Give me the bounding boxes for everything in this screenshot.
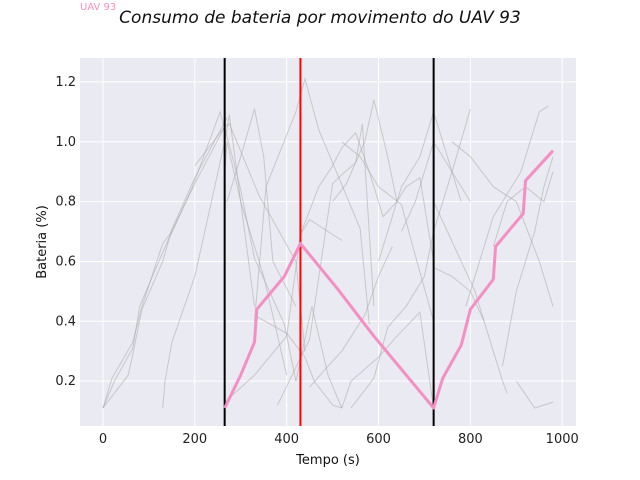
y-tick-label: 0.6 [55, 254, 76, 269]
background-series-21 [451, 141, 554, 307]
background-series-group [102, 77, 554, 409]
background-series-14 [332, 99, 398, 202]
background-series-17 [378, 110, 471, 262]
x-tick-label: 800 [458, 432, 483, 447]
background-series-7 [226, 108, 297, 307]
background-series-22 [465, 105, 549, 307]
x-tick-label: 1000 [546, 432, 579, 447]
x-tick-label: 200 [182, 432, 207, 447]
background-series-13 [309, 246, 393, 388]
background-series-0 [102, 117, 228, 409]
background-series-11 [295, 306, 343, 409]
y-axis-label: Bateria (%) [35, 205, 50, 279]
background-series-5 [224, 141, 288, 376]
background-series-10 [277, 123, 375, 406]
background-series-4 [194, 123, 306, 352]
x-tick-labels: 0 200 400 600 800 1000 [99, 432, 579, 447]
background-series-1 [102, 126, 226, 409]
x-tick-label: 0 [99, 432, 107, 447]
chart-title: Consumo de bateria por movimento do UAV … [119, 8, 521, 28]
highlight-series-line [223, 149, 555, 410]
y-tick-label: 0.4 [55, 314, 76, 329]
y-tick-labels: 0.2 0.4 0.6 0.8 1.0 1.2 [55, 75, 76, 389]
y-tick-label: 0.8 [55, 195, 76, 210]
background-series-16 [350, 108, 471, 409]
highlight-series-group [223, 149, 555, 410]
background-series-9 [254, 77, 370, 325]
background-series-2 [102, 110, 297, 409]
vertical-markers [223, 58, 435, 426]
background-series-24 [502, 156, 554, 367]
x-axis-label: Tempo (s) [295, 453, 360, 468]
x-tick-label: 600 [366, 432, 391, 447]
uav-corner-label: UAV 93 [80, 2, 117, 13]
plot-background [80, 58, 576, 426]
background-series-25 [515, 380, 554, 409]
y-tick-label: 0.2 [55, 374, 76, 389]
background-series-3 [162, 114, 255, 409]
y-tick-label: 1.2 [55, 75, 76, 90]
background-series-15 [341, 141, 435, 322]
x-tick-label: 400 [274, 432, 299, 447]
y-tick-label: 1.0 [55, 135, 76, 150]
background-series-20 [433, 266, 508, 394]
